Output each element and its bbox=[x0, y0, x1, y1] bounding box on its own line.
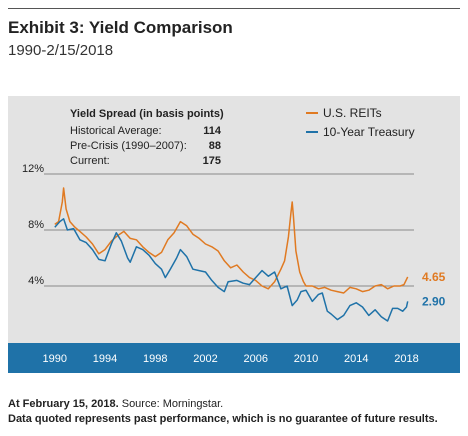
x-axis-bar bbox=[8, 343, 460, 373]
series-end-label: 2.90 bbox=[422, 294, 446, 308]
spread-row-label: Current: bbox=[70, 155, 110, 167]
footer-date: At February 15, 2018. bbox=[8, 398, 119, 410]
y-tick-label: 8% bbox=[28, 219, 44, 231]
footer-disclaimer: Data quoted represents past performance,… bbox=[8, 413, 438, 425]
footer-source-text: Source: Morningstar. bbox=[118, 398, 224, 410]
x-tick-label: 2006 bbox=[244, 353, 268, 365]
spread-row-value: 88 bbox=[209, 140, 221, 152]
series-line bbox=[54, 187, 409, 294]
x-tick-label: 1998 bbox=[143, 353, 167, 365]
x-tick-label: 1990 bbox=[43, 353, 67, 365]
x-tick-label: 2014 bbox=[344, 353, 368, 365]
legend-label: U.S. REITs bbox=[323, 106, 382, 120]
x-tick-label: 2010 bbox=[294, 353, 318, 365]
page-subtitle: 1990-2/15/2018 bbox=[8, 42, 114, 59]
spread-box-title: Yield Spread (in basis points) bbox=[70, 108, 224, 120]
legend-label: 10-Year Treasury bbox=[323, 125, 415, 139]
page-title: Exhibit 3: Yield Comparison bbox=[8, 18, 233, 37]
chart-panel bbox=[8, 96, 460, 343]
spread-row-label: Pre-Crisis (1990–2007): bbox=[70, 140, 187, 152]
x-tick-label: 2002 bbox=[193, 353, 217, 365]
series-line bbox=[54, 218, 409, 322]
spread-row-value: 175 bbox=[203, 155, 221, 167]
x-tick-label: 1994 bbox=[93, 353, 117, 365]
y-tick-label: 12% bbox=[22, 163, 44, 175]
y-tick-label: 4% bbox=[28, 275, 44, 287]
spread-row-value: 114 bbox=[203, 125, 222, 137]
spread-row-label: Historical Average: bbox=[70, 125, 162, 137]
title-rule bbox=[8, 8, 460, 9]
x-tick-label: 2018 bbox=[394, 353, 418, 365]
series-end-label: 4.65 bbox=[422, 270, 446, 284]
footer-source: At February 15, 2018. Source: Morningsta… bbox=[8, 398, 223, 410]
